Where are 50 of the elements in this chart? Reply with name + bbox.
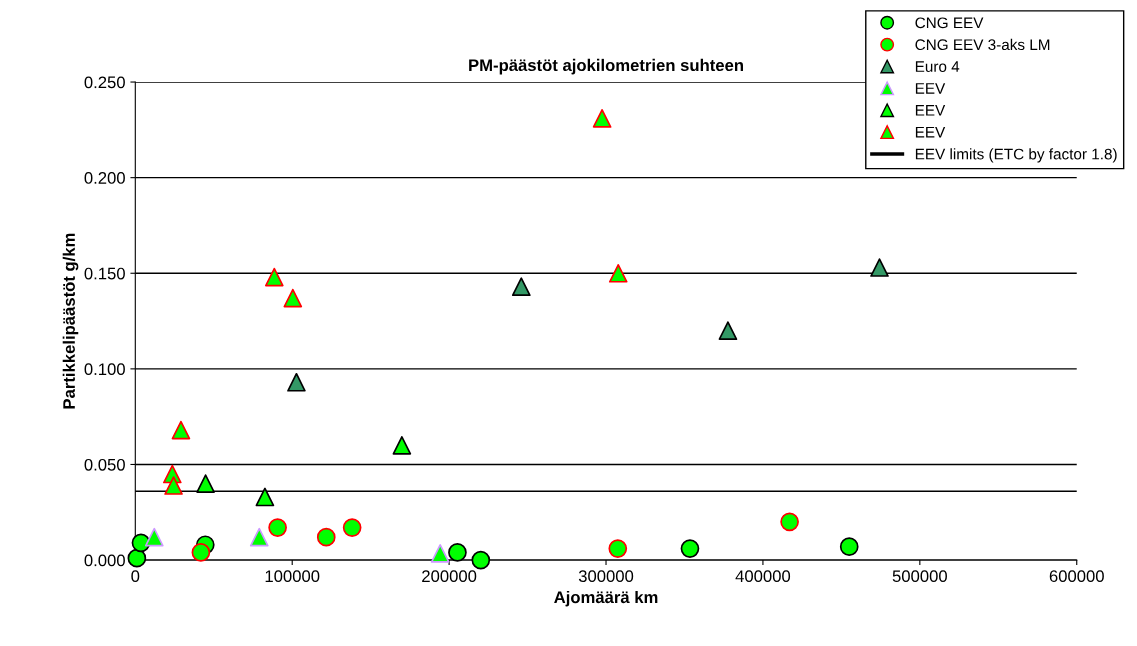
legend-label: EEV limits (ETC by factor 1.8) <box>915 148 1117 163</box>
point <box>316 527 336 547</box>
legend-label: EEV <box>915 126 946 138</box>
x-tick-label: 0 <box>131 570 140 583</box>
point <box>780 512 799 532</box>
y-tick-label: 0.000 <box>84 554 125 567</box>
point <box>870 258 889 277</box>
point <box>718 321 738 340</box>
point <box>268 518 287 537</box>
legend-label: CNG EEV <box>915 17 984 29</box>
point <box>592 109 612 128</box>
point <box>144 527 164 547</box>
x-tick-label: 400000 <box>735 570 791 583</box>
point <box>608 539 628 558</box>
point <box>255 487 275 507</box>
point <box>680 539 700 558</box>
point <box>448 543 467 562</box>
x-tick-label: 300000 <box>578 570 634 583</box>
x-tick-label: 200000 <box>422 570 477 583</box>
point <box>511 277 531 296</box>
point <box>839 537 859 557</box>
x-tick-label: 500000 <box>892 570 947 583</box>
x-tick-label: 600000 <box>1049 570 1104 583</box>
y-tick-label: 0.150 <box>84 267 125 280</box>
y-tick-label: 0.200 <box>84 172 125 184</box>
point <box>283 288 303 308</box>
point <box>164 476 183 495</box>
point <box>127 548 147 568</box>
y-tick-label: 0.100 <box>84 363 125 376</box>
legend-label: EEV <box>915 105 946 116</box>
point <box>287 372 306 392</box>
legend-label: CNG EEV 3-aks LM <box>915 38 1050 51</box>
point <box>608 263 628 283</box>
point <box>342 518 362 537</box>
x-axis-title: Ajomäärä km <box>554 590 658 607</box>
point <box>392 436 412 455</box>
point <box>264 267 284 287</box>
point <box>191 543 211 562</box>
point <box>249 527 269 547</box>
y-axis-title: Partikkelipäästöt g/km <box>62 233 79 409</box>
x-tick-label: 100000 <box>265 570 320 583</box>
chart-title: PM-päästöt ajokilometrien suhteen <box>469 58 743 75</box>
legend-label: EEV <box>915 83 946 94</box>
point <box>430 544 450 563</box>
point <box>171 420 191 440</box>
legend-label: Euro 4 <box>915 61 960 72</box>
y-tick-label: 0.250 <box>84 76 125 89</box>
point <box>471 550 491 570</box>
y-tick-label: 0.050 <box>84 458 125 471</box>
point <box>196 474 215 493</box>
